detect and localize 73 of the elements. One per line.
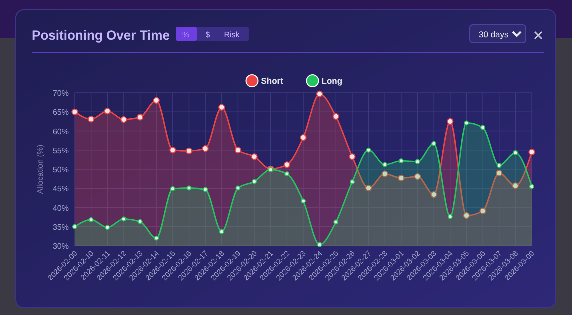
point	[251, 154, 258, 160]
point	[236, 186, 241, 191]
point	[398, 158, 404, 164]
point	[88, 116, 95, 123]
point	[170, 186, 176, 192]
y-tick-label: 55%	[52, 146, 69, 156]
point	[170, 147, 176, 154]
point	[349, 154, 356, 160]
y-tick-label: 65%	[52, 108, 69, 118]
point	[530, 184, 534, 190]
point	[496, 163, 502, 168]
point	[382, 170, 388, 178]
chart-title: Positioning Over Time	[32, 28, 176, 43]
point	[463, 212, 470, 220]
point	[398, 175, 405, 182]
text: Risk	[224, 30, 241, 40]
point	[186, 186, 192, 191]
point	[350, 180, 355, 185]
point	[366, 148, 372, 153]
point	[300, 134, 307, 142]
point	[284, 172, 290, 177]
y-tick-label: 30%	[52, 242, 69, 251]
point	[104, 108, 111, 115]
point	[496, 170, 503, 177]
point	[284, 162, 290, 168]
y-axis-title: Allocation (%)	[36, 144, 45, 194]
point	[430, 191, 438, 198]
point	[415, 159, 420, 164]
point	[120, 116, 128, 124]
point	[332, 113, 340, 120]
text: 30 days	[479, 30, 509, 40]
point	[317, 242, 322, 248]
point	[138, 219, 143, 224]
point	[512, 182, 519, 190]
point	[88, 217, 94, 222]
y-tick-label: 50%	[52, 166, 69, 174]
point	[448, 214, 453, 220]
point	[202, 146, 209, 152]
point	[480, 125, 486, 130]
point	[334, 220, 339, 225]
point	[480, 208, 486, 214]
point	[234, 147, 242, 154]
point	[72, 224, 78, 230]
point	[447, 118, 454, 125]
point	[513, 150, 518, 156]
y-tick-label: 45%	[52, 184, 69, 194]
point	[414, 173, 422, 180]
point	[252, 179, 258, 184]
point	[382, 162, 388, 168]
legend-label: Long	[322, 76, 343, 86]
point	[218, 104, 226, 111]
y-tick-label: 35%	[52, 222, 69, 232]
point	[154, 236, 160, 241]
point	[186, 148, 193, 154]
legend-label: Short	[261, 76, 284, 86]
point	[365, 184, 372, 192]
text: %	[182, 30, 190, 40]
y-tick-label: 60%	[52, 127, 69, 136]
point	[528, 148, 536, 156]
point	[153, 97, 160, 104]
y-tick-label: 70%	[52, 89, 69, 98]
y-tick-label: 40%	[52, 204, 69, 213]
point	[316, 90, 324, 98]
point	[432, 141, 437, 146]
point	[105, 225, 110, 230]
point	[203, 187, 208, 192]
point	[301, 198, 306, 204]
point	[72, 108, 78, 116]
point	[136, 114, 144, 121]
point	[219, 229, 224, 234]
point	[121, 216, 126, 222]
point	[464, 120, 470, 126]
text: $	[206, 30, 211, 40]
